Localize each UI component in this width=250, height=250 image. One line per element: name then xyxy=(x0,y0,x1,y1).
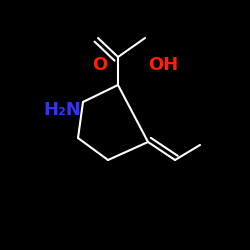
Text: OH: OH xyxy=(148,56,178,74)
Text: H₂N: H₂N xyxy=(43,101,81,119)
Text: O: O xyxy=(92,56,108,74)
